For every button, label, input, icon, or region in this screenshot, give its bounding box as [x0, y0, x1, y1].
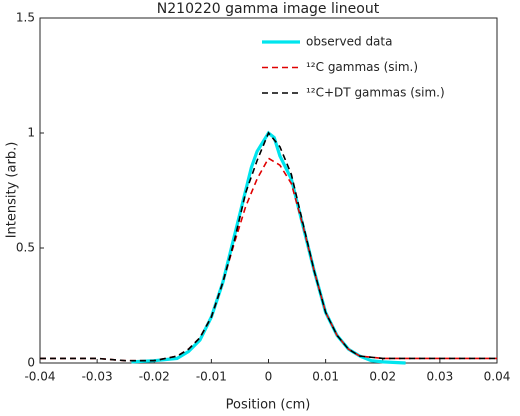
x-tick-label: 0.01: [312, 370, 339, 384]
series-line: [40, 131, 497, 362]
chart-title: N210220 gamma image lineout: [157, 1, 380, 17]
x-tick-label: 0.02: [369, 370, 396, 384]
plot-frame: [39, 17, 498, 364]
x-tick-label: -0.01: [196, 370, 227, 384]
y-tick-label: 0.5: [16, 241, 35, 255]
legend-label: observed data: [306, 35, 392, 49]
x-tick-label: -0.04: [24, 370, 55, 384]
y-tick-label: 1.5: [16, 11, 35, 25]
legend-label: ¹²C gammas (sim.): [306, 60, 418, 74]
x-tick-label: -0.03: [82, 370, 113, 384]
x-tick-label: -0.02: [139, 370, 170, 384]
y-tick-label: 0: [27, 356, 35, 370]
x-axis-label: Position (cm): [226, 398, 311, 413]
x-tick-label: 0.04: [484, 370, 511, 384]
y-tick-label: 1: [27, 126, 35, 140]
legend-label: ¹²C+DT gammas (sim.): [306, 86, 445, 100]
x-tick-label: 0: [265, 370, 273, 384]
y-axis-label: Intensity (arb.): [5, 142, 20, 239]
x-tick-label: 0.03: [427, 370, 454, 384]
